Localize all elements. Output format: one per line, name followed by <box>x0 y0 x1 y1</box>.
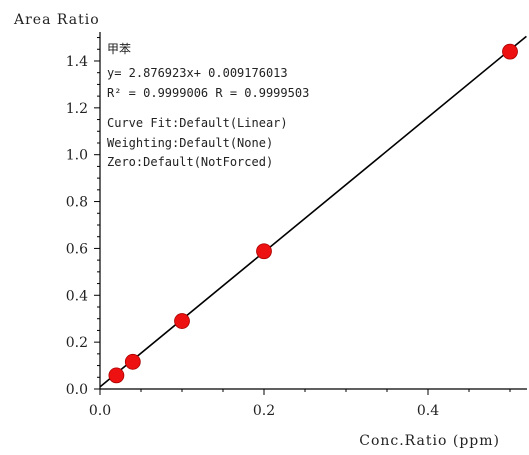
data-point <box>256 243 272 260</box>
y-tick-label: 0.4 <box>66 288 88 304</box>
annotation-line: 甲苯 <box>107 42 131 56</box>
y-tick-label: 0.8 <box>66 195 88 211</box>
y-tick-label: 1.0 <box>66 148 88 164</box>
regression-annotation: 甲苯 y= 2.876923x+ 0.009176013 R² = 0.999900… <box>107 42 309 169</box>
y-tick-label: 1.4 <box>66 54 88 70</box>
data-point <box>124 353 141 370</box>
annotation-line: Weighting:Default(None) <box>107 136 273 150</box>
axes <box>99 32 527 390</box>
data-points <box>108 43 518 384</box>
x-ticks: 0.0 0.2 0.4 <box>89 389 511 419</box>
y-tick-label: 0.0 <box>66 382 88 398</box>
x-tick-label: 0.4 <box>417 403 439 419</box>
fit-line <box>99 35 527 388</box>
y-axis-title: Area Ratio <box>13 12 100 28</box>
annotation-line: R² = 0.9999006 R = 0.9999503 <box>107 86 309 100</box>
y-tick-label: 0.6 <box>66 241 88 257</box>
annotation-line: Zero:Default(NotForced) <box>107 155 273 169</box>
x-tick-label: 0.2 <box>253 403 275 419</box>
y-tick-label: 0.2 <box>66 335 88 351</box>
annotation-line: y= 2.876923x+ 0.009176013 <box>107 66 288 80</box>
data-point <box>108 367 125 384</box>
data-point <box>174 313 190 329</box>
data-point <box>502 43 518 60</box>
x-tick-label: 0.0 <box>89 403 111 419</box>
annotation-line: Curve Fit:Default(Linear) <box>107 116 288 130</box>
fit-line-group <box>99 35 527 388</box>
x-axis-title: Conc.Ratio (ppm) <box>359 433 500 449</box>
y-ticks: 0.0 0.2 0.4 0.6 0.8 1.0 1.2 1.4 <box>66 37 100 398</box>
y-tick-label: 1.2 <box>66 101 88 117</box>
